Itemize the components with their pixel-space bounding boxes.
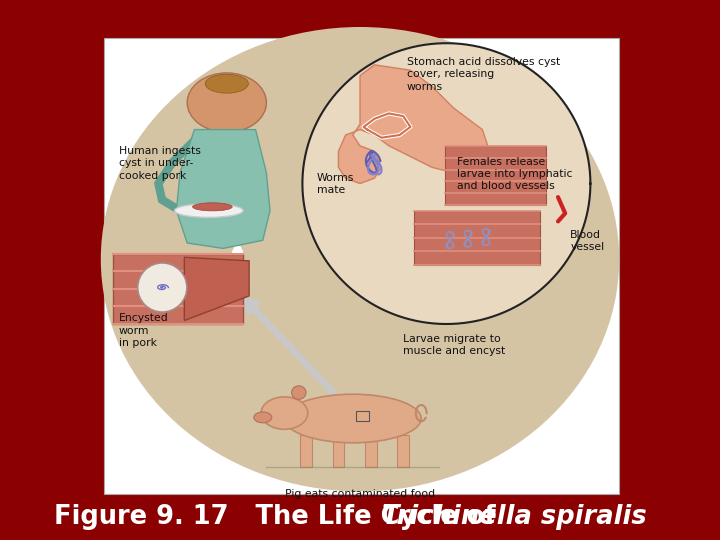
Circle shape [187,73,266,132]
FancyBboxPatch shape [113,254,243,324]
Ellipse shape [192,202,232,211]
Ellipse shape [101,27,619,491]
Text: Encysted
worm
in pork: Encysted worm in pork [119,313,168,348]
Text: Figure 9. 17   The Life Cycle of: Figure 9. 17 The Life Cycle of [54,504,505,530]
Ellipse shape [284,394,421,443]
Ellipse shape [302,43,590,324]
Ellipse shape [138,263,187,312]
FancyBboxPatch shape [445,146,546,205]
Text: Females release
larvae into lymphatic
and blood vessels: Females release larvae into lymphatic an… [457,157,572,191]
Text: Pig eats contaminated food: Pig eats contaminated food [285,489,435,500]
FancyBboxPatch shape [414,211,540,265]
Text: Larvae migrate to
muscle and encyst: Larvae migrate to muscle and encyst [403,334,505,356]
PathPatch shape [338,65,490,184]
Ellipse shape [205,74,248,93]
Text: Trichinella spiralis: Trichinella spiralis [382,504,647,530]
FancyBboxPatch shape [300,435,312,467]
FancyBboxPatch shape [397,435,409,467]
Text: Human ingests
cyst in under-
cooked pork: Human ingests cyst in under- cooked pork [119,146,201,180]
Ellipse shape [292,386,306,399]
FancyBboxPatch shape [104,38,619,494]
Text: Blood
vessel: Blood vessel [570,230,604,252]
PathPatch shape [184,257,249,320]
Text: Worms
mate: Worms mate [317,173,354,195]
FancyBboxPatch shape [333,435,344,467]
Text: Stomach acid dissolves cyst
cover, releasing
worms: Stomach acid dissolves cyst cover, relea… [407,57,560,91]
Bar [356,411,369,421]
Ellipse shape [174,204,243,217]
PathPatch shape [176,130,270,248]
Ellipse shape [261,397,308,429]
Ellipse shape [254,412,272,423]
FancyBboxPatch shape [365,435,377,467]
